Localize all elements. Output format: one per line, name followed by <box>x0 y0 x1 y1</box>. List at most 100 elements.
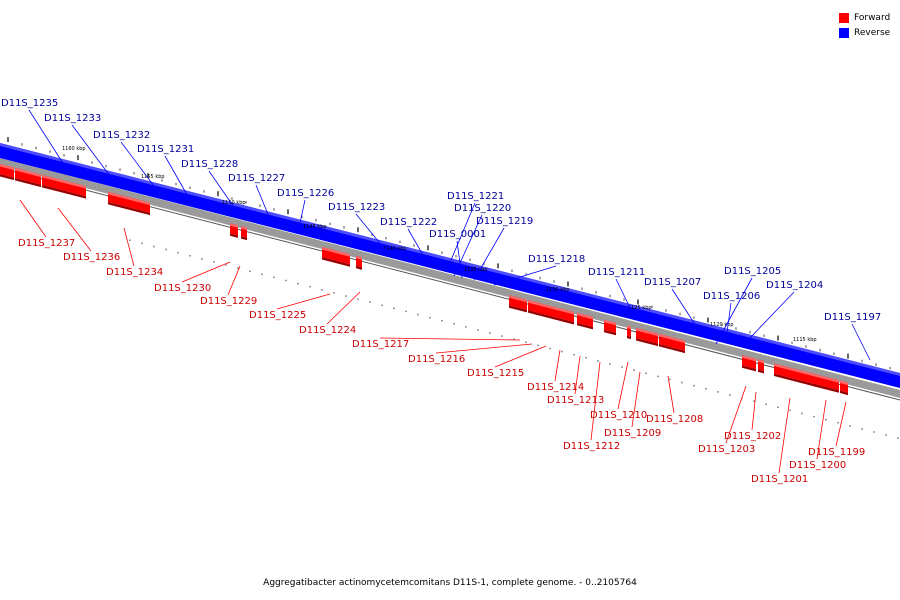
forward-gene-label[interactable]: D11S_1199 <box>808 447 865 458</box>
reverse-gene-label[interactable]: D11S_1227 <box>228 173 285 184</box>
forward-gene-label[interactable]: D11S_1216 <box>408 354 465 365</box>
gene-block-side <box>42 184 86 199</box>
legend-forward: Forward <box>839 10 890 25</box>
reverse-strand-band <box>0 143 900 388</box>
reverse-gene-label[interactable]: D11S_1222 <box>380 217 437 228</box>
gene-block-top <box>577 312 593 320</box>
forward-gene-block[interactable] <box>742 355 756 372</box>
forward-gene-block[interactable] <box>509 295 527 313</box>
forward-gene-block[interactable] <box>108 191 150 216</box>
forward-gene-label[interactable]: D11S_1208 <box>646 414 703 425</box>
reverse-gene-label[interactable]: D11S_1228 <box>181 159 238 170</box>
reverse-gene-label[interactable]: D11S_1226 <box>277 188 334 199</box>
reverse-gene-label[interactable]: D11S_1232 <box>93 130 150 141</box>
forward-gene-block[interactable] <box>577 312 593 330</box>
forward-gene-block[interactable] <box>604 319 616 336</box>
forward-gene-block[interactable] <box>815 374 839 393</box>
forward-gene-block[interactable] <box>758 359 764 374</box>
gene-block-top <box>230 223 238 228</box>
forward-label-connectors <box>19 199 847 474</box>
gene-block-top <box>636 327 658 337</box>
forward-gene-block[interactable] <box>0 164 14 181</box>
gene-block-side <box>241 236 247 241</box>
forward-connector-line <box>181 261 231 283</box>
forward-gene-block[interactable] <box>15 167 41 188</box>
forward-gene-label[interactable]: D11S_1200 <box>789 460 846 471</box>
forward-gene-label[interactable]: D11S_1201 <box>751 474 808 485</box>
forward-gene-label[interactable]: D11S_1236 <box>63 252 120 263</box>
reverse-gene-label[interactable]: D11S_1205 <box>724 266 781 277</box>
legend-reverse-swatch <box>839 27 849 38</box>
forward-gene-block[interactable] <box>42 174 86 199</box>
gene-block-top <box>840 380 848 386</box>
scale-tick-label: 1130 kbp <box>546 287 570 293</box>
gene-block-side <box>815 384 839 393</box>
reverse-gene-label[interactable]: D11S_1223 <box>328 202 385 213</box>
forward-gene-label[interactable]: D11S_1203 <box>698 444 755 455</box>
forward-gene-label[interactable]: D11S_1215 <box>467 368 524 379</box>
gene-block-top <box>774 363 816 377</box>
reverse-gene-label[interactable]: D11S_1211 <box>588 267 645 278</box>
scale-tick-label: 1120 kbp <box>710 322 734 328</box>
forward-gene-label[interactable]: D11S_1225 <box>249 310 306 321</box>
forward-gene-label[interactable]: D11S_1214 <box>527 382 584 393</box>
forward-gene-block[interactable] <box>636 327 658 347</box>
forward-gene-block[interactable] <box>528 300 542 317</box>
reverse-gene-label[interactable]: D11S_1235 <box>1 98 58 109</box>
reverse-connector-line <box>297 199 306 233</box>
forward-gene-label[interactable]: D11S_1234 <box>106 267 163 278</box>
forward-connector-line <box>617 361 629 410</box>
reverse-gene-label[interactable]: D11S_1231 <box>137 144 194 155</box>
forward-gene-block[interactable] <box>659 333 685 354</box>
forward-gene-block[interactable] <box>322 247 350 267</box>
forward-gene-label[interactable]: D11S_1210 <box>590 410 647 421</box>
forward-gene-block[interactable] <box>774 363 816 387</box>
forward-gene-label[interactable]: D11S_1230 <box>154 283 211 294</box>
forward-gene-label[interactable]: D11S_1217 <box>352 339 409 350</box>
forward-gene-block[interactable] <box>230 223 238 238</box>
reverse-gene-label[interactable]: D11S_0001 <box>429 229 486 240</box>
forward-connector-line <box>19 199 47 238</box>
gene-block-top <box>556 307 574 315</box>
reverse-gene-label[interactable]: D11S_1204 <box>766 280 823 291</box>
forward-gene-block[interactable] <box>627 325 631 340</box>
reverse-gene-label[interactable]: D11S_1206 <box>703 291 760 302</box>
forward-gene-block[interactable] <box>356 255 362 270</box>
scale-tick-label: 1135 kbp <box>464 267 488 273</box>
forward-gene-label[interactable]: D11S_1224 <box>299 325 356 336</box>
forward-gene-label[interactable]: D11S_1213 <box>547 395 604 406</box>
forward-connector-line <box>123 227 135 267</box>
forward-gene-label[interactable]: D11S_1212 <box>563 441 620 452</box>
reverse-connector-line <box>671 288 701 333</box>
reverse-connector-line <box>28 109 67 169</box>
gene-block-top <box>542 303 556 310</box>
scale-tick-label: 1115 kbp <box>793 337 817 343</box>
forward-gene-label[interactable]: D11S_1237 <box>18 238 75 249</box>
gene-block-top <box>42 174 86 189</box>
reverse-gene-label[interactable]: D11S_1221 <box>447 191 504 202</box>
reverse-gene-label[interactable]: D11S_1219 <box>476 216 533 227</box>
forward-gene-label[interactable]: D11S_1202 <box>724 431 781 442</box>
forward-connector-line <box>835 401 847 447</box>
forward-connector-line <box>276 293 331 310</box>
forward-gene-block[interactable] <box>542 303 556 320</box>
forward-gene-label[interactable]: D11S_1229 <box>200 296 257 307</box>
gene-block-top <box>604 319 616 326</box>
reverse-gene-label[interactable]: D11S_1220 <box>454 203 511 214</box>
gene-block-side <box>774 373 816 387</box>
forward-gene-block[interactable] <box>556 307 574 325</box>
reverse-gene-label[interactable]: D11S_1207 <box>644 277 701 288</box>
forward-gene-label[interactable]: D11S_1209 <box>604 428 661 439</box>
gene-block-side <box>528 310 542 317</box>
reverse-gene-label[interactable]: D11S_1197 <box>824 312 881 323</box>
forward-gene-block[interactable] <box>840 380 848 396</box>
forward-gene-block[interactable] <box>241 226 247 241</box>
reverse-gene-label[interactable]: D11S_1218 <box>528 254 585 265</box>
forward-connector-line <box>494 345 547 368</box>
legend-reverse: Reverse <box>839 25 890 40</box>
gene-block-face <box>636 327 658 344</box>
gene-block-side <box>659 343 685 354</box>
reverse-gene-label[interactable]: D11S_1233 <box>44 113 101 124</box>
forward-connector-line <box>816 399 827 460</box>
